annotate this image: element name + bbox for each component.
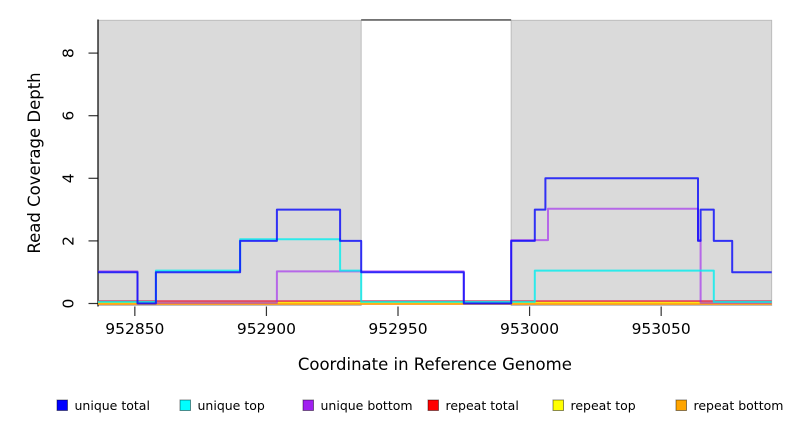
legend-label: unique bottom	[321, 398, 413, 413]
legend-item-unique-total: unique total	[56, 398, 150, 413]
legend-item-unique-bottom: unique bottom	[302, 398, 413, 413]
x-tick-label: 953050	[632, 320, 691, 338]
x-tick-label: 952900	[237, 320, 296, 338]
y-tick-label: 2	[59, 236, 77, 246]
series-line-unique-top	[98, 238, 772, 303]
x-tick-label: 953000	[500, 320, 559, 338]
covered-region-left	[97, 19, 362, 306]
legend-swatch-icon	[675, 399, 687, 411]
y-tick-label: 6	[59, 111, 77, 121]
y-tick-label: 0	[59, 299, 77, 309]
x-tick-label: 952850	[105, 320, 164, 338]
legend-label: unique top	[198, 398, 265, 413]
legend-swatch-icon	[56, 399, 68, 411]
legend-item-repeat-top: repeat top	[552, 398, 636, 413]
legend-item-repeat-bottom: repeat bottom	[675, 398, 784, 413]
legend-label: repeat bottom	[694, 398, 784, 413]
legend-swatch-icon	[552, 399, 564, 411]
y-axis-title: Read Coverage Depth	[25, 72, 44, 253]
y-tick-label: 8	[59, 48, 77, 58]
series-line-unique-total	[98, 177, 772, 305]
legend-label: repeat top	[571, 398, 636, 413]
legend-swatch-icon	[427, 399, 439, 411]
legend-swatch-icon	[179, 399, 191, 411]
covered-region-right	[510, 19, 773, 306]
x-axis-title: Coordinate in Reference Genome	[298, 355, 572, 374]
legend-label: repeat total	[446, 398, 519, 413]
y-tick-label: 4	[59, 173, 77, 183]
x-tick-label: 952950	[368, 320, 427, 338]
legend-label: unique total	[75, 398, 150, 413]
legend-item-unique-top: unique top	[179, 398, 265, 413]
legend-swatch-icon	[302, 399, 314, 411]
legend-item-repeat-total: repeat total	[427, 398, 519, 413]
